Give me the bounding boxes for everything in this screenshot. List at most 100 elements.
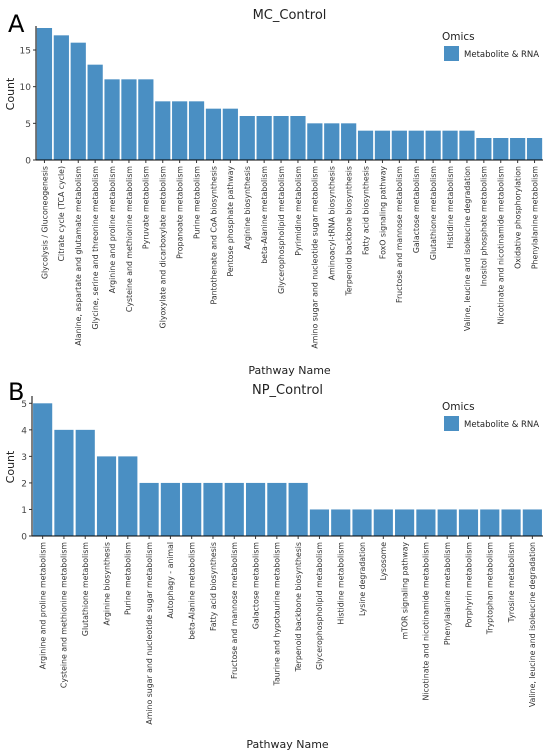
y-tick-label: 2 xyxy=(21,479,27,489)
bar xyxy=(222,108,238,160)
y-tick-label: 10 xyxy=(20,83,32,93)
bar xyxy=(224,482,244,536)
x-axis-title: Pathway Name xyxy=(246,738,329,751)
bar xyxy=(526,138,543,160)
x-tick-label: Glutathione metabolism xyxy=(81,542,90,636)
bar xyxy=(273,116,289,160)
x-tick-label: Pyruvate metabolism xyxy=(142,166,151,249)
x-tick-label: Valine, leucine and isoleucine degradati… xyxy=(528,542,537,707)
x-tick-label: Nicotinate and nicotinamide metabolism xyxy=(422,542,431,701)
chart-title: MC_Control xyxy=(253,8,327,23)
x-tick-label: Oxidative phosphorylation xyxy=(513,166,522,269)
x-tick-label: Arginine biosynthesis xyxy=(102,542,111,625)
bar xyxy=(522,509,542,536)
x-tick-label: Fatty acid biosynthesis xyxy=(209,542,218,631)
bar xyxy=(408,130,424,160)
bar xyxy=(267,482,287,536)
x-tick-label: Valine, leucine and isoleucine degradati… xyxy=(463,166,472,331)
bar xyxy=(188,101,205,160)
x-tick-label: Propanoate metabolism xyxy=(175,166,184,259)
legend: Omics Metabolite & RNA xyxy=(442,31,539,61)
y-axis-title: Count xyxy=(4,77,17,110)
x-tick-label: Phenylalanine metabolism xyxy=(530,166,539,269)
bar xyxy=(373,509,393,536)
x-tick-label: Lysosome xyxy=(379,542,388,581)
bar xyxy=(290,116,306,160)
x-tick-label: Terpenoid backbone biosynthesis xyxy=(294,542,303,673)
panel-label: B xyxy=(8,378,24,406)
bar xyxy=(245,482,266,536)
x-tick-label: Tyrosine metabolism xyxy=(507,542,516,623)
y-tick-label: 4 xyxy=(21,426,27,436)
bar xyxy=(395,509,415,536)
x-tick-label: Galactose metabolism xyxy=(412,166,421,253)
bar xyxy=(205,108,222,160)
bar xyxy=(155,101,171,160)
y-tick-label: 0 xyxy=(21,533,27,543)
bar xyxy=(357,130,374,160)
x-tick-label: Glycerophospholipid metabolism xyxy=(315,542,324,670)
x-tick-label: Glycolysis / Gluconeogenesis xyxy=(40,166,49,279)
bar xyxy=(331,509,351,536)
y-tick-label: 3 xyxy=(21,453,27,463)
x-tick-label: Nicotinate and nicotinamide metabolism xyxy=(497,166,506,325)
bar xyxy=(510,138,526,160)
x-tick-label: beta-Alanine metabolism xyxy=(260,166,269,264)
x-tick-label: Arginine biosynthesis xyxy=(243,166,252,249)
bar xyxy=(476,138,492,160)
x-tick-label: Inositol phosphate metabolism xyxy=(480,166,489,286)
x-tick-label: Cysteine and methionine metabolism xyxy=(125,166,134,312)
y-axis-title: Count xyxy=(4,450,17,483)
bar xyxy=(96,456,117,536)
x-tick-label: Pyrimidine metabolism xyxy=(294,166,303,256)
x-tick-label: Histidine metabolism xyxy=(446,166,455,249)
x-tick-label: Glutathione metabolism xyxy=(429,166,438,260)
legend-title: Omics xyxy=(442,401,475,413)
x-tick-label: Galactose metabolism xyxy=(251,542,260,629)
bar xyxy=(307,123,323,160)
x-tick-label: Fructose and mannose metabolism xyxy=(395,166,404,303)
x-tick-label: Glyoxylate and dicarboxylate metabolism xyxy=(159,166,168,328)
bar xyxy=(139,482,159,536)
bar xyxy=(324,123,340,160)
chart-title: NP_Control xyxy=(252,383,323,398)
bar xyxy=(203,482,223,536)
bar xyxy=(33,403,53,536)
legend-swatch xyxy=(444,46,459,61)
x-tick-label: Arginine and proline metabolism xyxy=(108,166,117,293)
bar xyxy=(309,509,330,536)
bar xyxy=(425,130,441,160)
bar xyxy=(256,116,272,160)
bar xyxy=(493,138,509,160)
x-tick-label: Fatty acid biosynthesis xyxy=(361,166,370,255)
x-tick-label: Histidine metabolism xyxy=(337,542,346,625)
bar xyxy=(53,35,69,161)
legend-title: Omics xyxy=(442,31,475,43)
x-tick-label: Tryptophan metabolism xyxy=(486,542,495,635)
bar xyxy=(341,123,357,160)
bar xyxy=(182,482,202,536)
x-tick-label: Amino sugar and nucleotide sugar metabol… xyxy=(145,542,154,725)
x-tick-label: Aminoacyl-tRNA biosynthesis xyxy=(328,166,337,280)
bar xyxy=(459,130,475,160)
chart-panel-a: A MC_Control 0 5 10 15 Glycolysis / Gluconeoge… xyxy=(4,8,543,377)
bar xyxy=(75,429,95,536)
x-tick-label: Purine metabolism xyxy=(124,542,133,615)
bar xyxy=(104,79,120,160)
bar xyxy=(87,64,103,160)
x-tick-label: Purine metabolism xyxy=(192,166,201,239)
bar xyxy=(416,509,436,536)
x-tick-label: Lysine degradation xyxy=(358,542,367,616)
x-tick-label: beta-Alanine metabolism xyxy=(187,542,196,640)
x-tick-label: Porphyrin metabolism xyxy=(464,542,473,628)
legend-swatch xyxy=(444,416,459,431)
bar xyxy=(172,101,188,160)
x-tick-label: Cysteine and methionine metabolism xyxy=(60,542,69,688)
bar xyxy=(458,509,479,536)
legend-label: Metabolite & RNA xyxy=(464,420,539,430)
panel-label: A xyxy=(8,10,25,38)
x-tick-label: Citrate cycle (TCA cycle) xyxy=(57,166,66,261)
x-tick-label: Alanine, aspartate and glutamate metabol… xyxy=(74,166,83,346)
y-tick-label: 1 xyxy=(21,506,27,516)
